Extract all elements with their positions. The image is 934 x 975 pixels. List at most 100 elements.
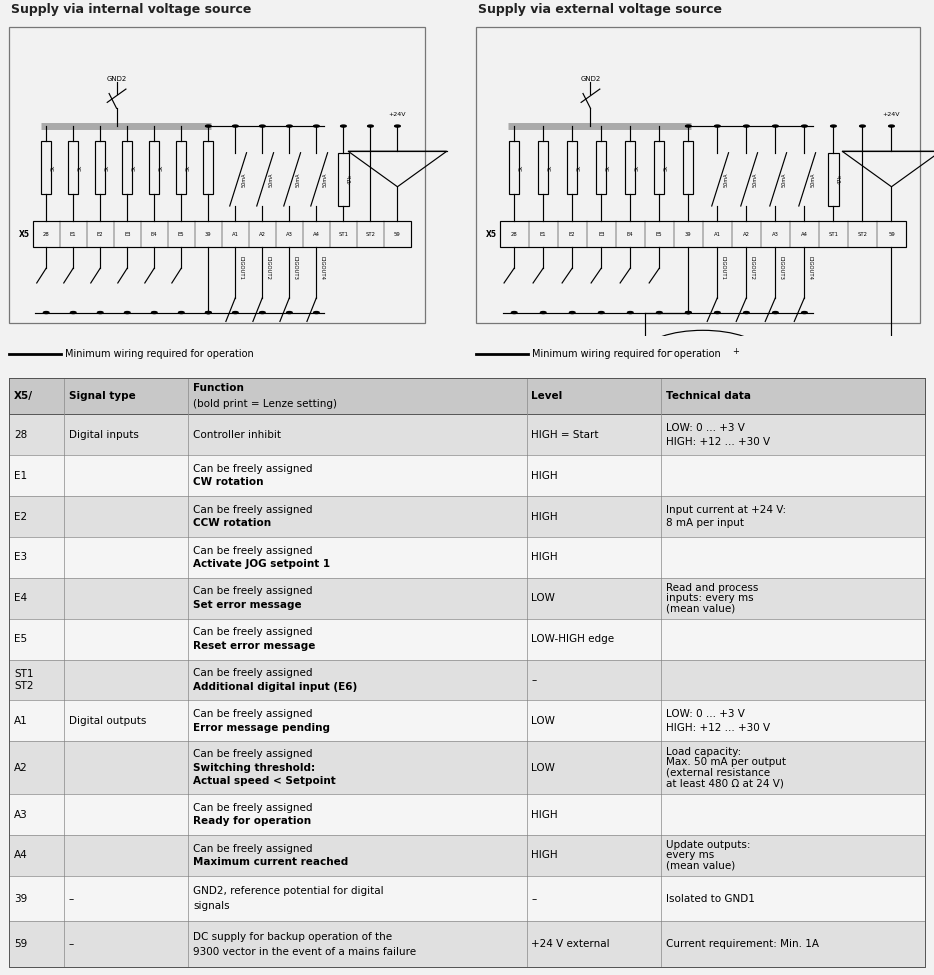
Text: A4: A4 (14, 850, 28, 860)
Text: DIGOUT1: DIGOUT1 (720, 256, 725, 281)
Circle shape (715, 125, 720, 127)
Text: signals: signals (193, 901, 230, 912)
Text: 50mA: 50mA (323, 173, 328, 186)
Text: +24 V external: +24 V external (531, 939, 610, 950)
Text: Read and process: Read and process (666, 583, 758, 593)
Text: A1: A1 (232, 232, 239, 237)
Circle shape (772, 312, 778, 314)
Text: GND2: GND2 (580, 76, 601, 82)
Text: Can be freely assigned: Can be freely assigned (193, 750, 313, 760)
Text: 50mA: 50mA (782, 173, 787, 186)
Text: DIGOUT1: DIGOUT1 (238, 256, 243, 281)
Bar (9, 619, 925, 659)
Text: 59: 59 (888, 232, 895, 237)
Text: Can be freely assigned: Can be freely assigned (193, 546, 313, 556)
Text: Reset error message: Reset error message (193, 641, 316, 651)
Text: E4: E4 (151, 232, 158, 237)
Text: Error message pending: Error message pending (193, 722, 330, 732)
Text: –: – (531, 675, 537, 685)
Text: 50mA: 50mA (296, 173, 301, 186)
Text: E5: E5 (14, 634, 27, 644)
Text: 3k: 3k (186, 165, 191, 171)
Text: A2: A2 (259, 232, 266, 237)
Text: (mean value): (mean value) (666, 604, 735, 613)
Text: A3: A3 (14, 809, 28, 820)
Circle shape (686, 125, 691, 127)
Text: HIGH: +12 ... +30 V: HIGH: +12 ... +30 V (666, 722, 770, 732)
Text: DIGOUT4: DIGOUT4 (319, 256, 324, 281)
Text: ST2: ST2 (857, 232, 868, 237)
Text: 59: 59 (394, 232, 401, 237)
Bar (9, 835, 925, 876)
Text: X5: X5 (486, 230, 497, 239)
Text: 28: 28 (511, 232, 517, 237)
Text: Activate JOG setpoint 1: Activate JOG setpoint 1 (193, 560, 331, 569)
Text: Input current at +24 V:: Input current at +24 V: (666, 505, 785, 515)
Text: 50mA: 50mA (724, 173, 729, 186)
Text: Ready for operation: Ready for operation (193, 816, 311, 827)
Bar (9, 794, 925, 835)
Bar (9, 741, 925, 794)
Text: ST1: ST1 (338, 232, 348, 237)
Circle shape (395, 125, 401, 127)
Text: ST1: ST1 (828, 232, 839, 237)
Text: LOW: 0 ... +3 V: LOW: 0 ... +3 V (666, 423, 744, 433)
Circle shape (178, 312, 184, 314)
Text: CW rotation: CW rotation (193, 478, 263, 488)
Text: 8 mA per input: 8 mA per input (666, 519, 743, 528)
Text: E4: E4 (14, 593, 27, 604)
Text: Supply via internal voltage source: Supply via internal voltage source (11, 3, 251, 17)
Text: DIGOUT3: DIGOUT3 (778, 256, 784, 280)
Circle shape (260, 312, 265, 314)
Text: Level: Level (531, 391, 562, 402)
Text: 3k: 3k (635, 165, 640, 171)
Bar (9, 496, 925, 537)
Text: LOW: LOW (531, 593, 555, 604)
Text: E3: E3 (598, 232, 604, 237)
Bar (9, 659, 925, 700)
Text: (bold print = Lenze setting): (bold print = Lenze setting) (193, 399, 337, 409)
Circle shape (541, 312, 546, 314)
Circle shape (801, 125, 807, 127)
Text: Can be freely assigned: Can be freely assigned (193, 586, 313, 597)
Text: 24 V ext.: 24 V ext. (688, 380, 717, 386)
Text: Can be freely assigned: Can be freely assigned (193, 709, 313, 719)
Text: HIGH: HIGH (531, 471, 558, 481)
Bar (625, 140, 635, 194)
Text: Minimum wiring required for operation: Minimum wiring required for operation (65, 349, 254, 359)
Bar (338, 153, 348, 206)
Text: 3k: 3k (606, 165, 611, 171)
Circle shape (260, 125, 265, 127)
Text: DIGOUT3: DIGOUT3 (292, 256, 297, 280)
Circle shape (124, 312, 130, 314)
Circle shape (97, 312, 103, 314)
Text: Can be freely assigned: Can be freely assigned (193, 505, 313, 515)
Text: Signal type: Signal type (69, 391, 135, 402)
Circle shape (686, 312, 691, 314)
Text: 3k: 3k (519, 165, 524, 171)
Text: GND2: GND2 (106, 76, 127, 82)
Bar (596, 140, 606, 194)
Text: LOW: LOW (531, 762, 555, 772)
Text: –: – (668, 346, 672, 356)
Bar (9, 921, 925, 967)
Circle shape (599, 312, 604, 314)
Text: inputs: every ms: inputs: every ms (666, 593, 754, 604)
Text: Function: Function (193, 383, 244, 394)
Circle shape (715, 312, 720, 314)
Text: 39: 39 (205, 232, 212, 237)
Circle shape (628, 312, 633, 314)
Bar (9, 700, 925, 741)
Circle shape (205, 312, 211, 314)
Circle shape (801, 312, 807, 314)
Text: A1: A1 (714, 232, 721, 237)
Text: Current requirement: Min. 1A: Current requirement: Min. 1A (666, 939, 819, 950)
Text: X5: X5 (19, 230, 30, 239)
Text: GND2, reference potential for digital: GND2, reference potential for digital (193, 886, 384, 896)
Circle shape (341, 125, 347, 127)
Text: 28: 28 (43, 232, 50, 237)
Bar (654, 140, 664, 194)
Text: DIGOUT4: DIGOUT4 (807, 256, 813, 281)
Circle shape (512, 312, 517, 314)
Text: 3k: 3k (577, 165, 582, 171)
